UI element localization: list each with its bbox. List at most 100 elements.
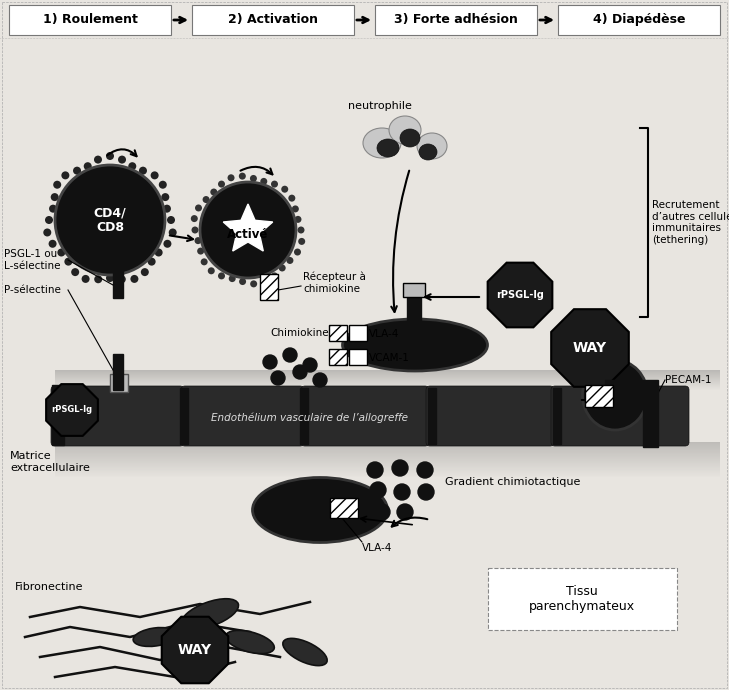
Circle shape bbox=[271, 273, 278, 279]
Circle shape bbox=[84, 162, 92, 170]
Bar bbox=[113, 354, 123, 390]
Bar bbox=[55, 389, 720, 390]
Circle shape bbox=[262, 279, 268, 286]
Bar bbox=[55, 374, 720, 375]
FancyBboxPatch shape bbox=[181, 386, 304, 446]
Circle shape bbox=[260, 178, 268, 185]
Bar bbox=[55, 442, 720, 443]
Bar bbox=[55, 476, 720, 477]
Circle shape bbox=[51, 193, 59, 201]
Circle shape bbox=[370, 482, 386, 498]
Ellipse shape bbox=[377, 139, 399, 157]
Polygon shape bbox=[162, 617, 228, 683]
Bar bbox=[55, 470, 720, 471]
Circle shape bbox=[43, 228, 51, 237]
Circle shape bbox=[303, 358, 317, 372]
Bar bbox=[55, 379, 720, 380]
Circle shape bbox=[197, 248, 204, 255]
Circle shape bbox=[163, 240, 171, 248]
Circle shape bbox=[141, 268, 149, 276]
Circle shape bbox=[58, 248, 66, 257]
Circle shape bbox=[294, 248, 301, 255]
FancyBboxPatch shape bbox=[330, 498, 358, 518]
Bar bbox=[55, 469, 720, 470]
Bar bbox=[55, 467, 720, 469]
Circle shape bbox=[64, 257, 72, 266]
Text: Chimiokines: Chimiokines bbox=[270, 328, 334, 338]
Bar bbox=[55, 464, 720, 465]
FancyBboxPatch shape bbox=[403, 283, 425, 297]
Bar bbox=[55, 475, 720, 476]
Ellipse shape bbox=[343, 319, 488, 371]
FancyBboxPatch shape bbox=[551, 386, 689, 446]
FancyBboxPatch shape bbox=[585, 385, 613, 407]
Text: Activé: Activé bbox=[227, 228, 269, 242]
Bar bbox=[55, 382, 720, 383]
Circle shape bbox=[163, 205, 171, 213]
Bar bbox=[55, 445, 720, 446]
Circle shape bbox=[94, 275, 102, 284]
FancyBboxPatch shape bbox=[110, 374, 128, 392]
Bar bbox=[55, 474, 720, 475]
Bar bbox=[55, 384, 720, 385]
Text: neutrophile: neutrophile bbox=[348, 101, 412, 111]
Circle shape bbox=[192, 226, 198, 233]
Circle shape bbox=[200, 182, 296, 278]
Circle shape bbox=[394, 484, 410, 500]
Bar bbox=[55, 473, 720, 474]
Bar bbox=[55, 468, 720, 469]
Bar bbox=[553, 388, 561, 444]
Bar bbox=[55, 387, 720, 388]
Text: VLA-4: VLA-4 bbox=[369, 329, 399, 339]
Text: Matrice
extracellulaire: Matrice extracellulaire bbox=[10, 451, 90, 473]
Circle shape bbox=[61, 171, 69, 179]
Circle shape bbox=[229, 275, 235, 282]
Bar bbox=[55, 381, 720, 382]
FancyBboxPatch shape bbox=[329, 325, 347, 341]
Bar bbox=[55, 444, 720, 445]
Bar bbox=[55, 453, 720, 454]
Circle shape bbox=[208, 267, 215, 275]
Circle shape bbox=[271, 181, 278, 188]
Circle shape bbox=[293, 365, 307, 379]
Circle shape bbox=[210, 188, 217, 195]
Circle shape bbox=[106, 274, 114, 282]
Text: rPSGL-Ig: rPSGL-Ig bbox=[52, 406, 93, 415]
Circle shape bbox=[94, 156, 102, 164]
Polygon shape bbox=[223, 204, 273, 251]
Circle shape bbox=[283, 348, 297, 362]
Bar bbox=[55, 386, 720, 387]
Bar bbox=[300, 388, 308, 444]
Ellipse shape bbox=[133, 628, 177, 647]
Circle shape bbox=[298, 238, 305, 245]
Circle shape bbox=[392, 460, 408, 476]
FancyBboxPatch shape bbox=[349, 325, 367, 341]
FancyBboxPatch shape bbox=[192, 5, 354, 35]
Circle shape bbox=[73, 167, 81, 175]
Bar bbox=[55, 455, 720, 456]
Circle shape bbox=[289, 195, 295, 201]
Bar bbox=[55, 372, 720, 373]
Circle shape bbox=[139, 167, 147, 175]
Bar bbox=[52, 385, 64, 445]
Circle shape bbox=[239, 278, 246, 285]
Text: 1) Roulement: 1) Roulement bbox=[42, 14, 138, 26]
Circle shape bbox=[195, 237, 201, 244]
Bar bbox=[55, 447, 720, 448]
Circle shape bbox=[250, 280, 257, 287]
Bar bbox=[55, 454, 720, 455]
Text: VCAM-1: VCAM-1 bbox=[369, 353, 410, 363]
Circle shape bbox=[218, 181, 225, 188]
Text: Recrutement
d’autres cellules
immunitaires
(tethering): Recrutement d’autres cellules immunitair… bbox=[652, 200, 729, 245]
Circle shape bbox=[239, 172, 246, 179]
Circle shape bbox=[106, 152, 114, 160]
Text: P-sélectine: P-sélectine bbox=[4, 285, 61, 295]
Circle shape bbox=[148, 257, 155, 266]
Bar bbox=[55, 371, 720, 372]
Circle shape bbox=[155, 248, 163, 257]
Bar bbox=[55, 378, 720, 379]
Bar bbox=[55, 383, 720, 384]
Ellipse shape bbox=[417, 133, 447, 159]
Ellipse shape bbox=[389, 116, 421, 144]
Bar bbox=[55, 443, 720, 444]
